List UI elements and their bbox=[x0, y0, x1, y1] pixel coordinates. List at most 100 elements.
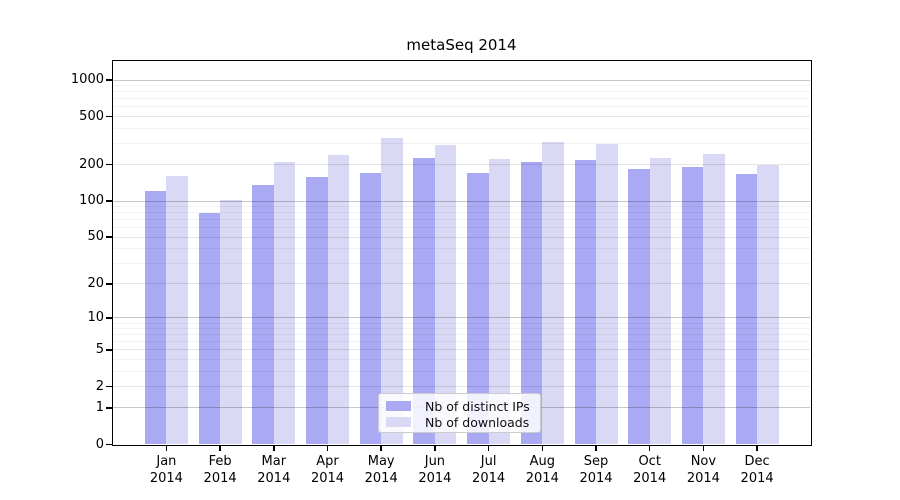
month-label: Aug bbox=[529, 453, 555, 469]
gridline bbox=[113, 164, 810, 166]
bar-distinct-ips bbox=[198, 212, 221, 445]
gridline bbox=[113, 370, 810, 372]
month-label: Jun bbox=[424, 453, 446, 469]
month-label: Jul bbox=[480, 453, 497, 469]
y-axis-tick bbox=[106, 443, 113, 446]
gridline bbox=[113, 116, 810, 118]
year-label: 2014 bbox=[525, 471, 559, 486]
x-axis-tick bbox=[487, 444, 490, 451]
year-label: 2014 bbox=[257, 471, 291, 486]
y-axis-tick-label: 2 bbox=[95, 378, 104, 394]
y-axis-tick bbox=[106, 236, 113, 238]
bar-distinct-ips bbox=[252, 184, 274, 445]
plot-area bbox=[113, 61, 810, 445]
bar-downloads bbox=[542, 141, 564, 445]
x-axis-tick bbox=[541, 444, 544, 451]
gridline bbox=[113, 79, 810, 81]
x-axis-tick bbox=[756, 444, 758, 451]
gridline bbox=[113, 328, 810, 330]
y-axis-tick-label: 0 bbox=[95, 436, 104, 452]
bar-distinct-ips bbox=[520, 162, 543, 445]
y-axis-tick-label: 200 bbox=[79, 156, 104, 172]
year-label: 2014 bbox=[579, 471, 613, 486]
legend-label-downloads: Nb of downloads bbox=[425, 414, 530, 430]
y-axis-tick bbox=[106, 407, 113, 409]
bar-distinct-ips bbox=[359, 172, 382, 445]
legend-swatch-distinct-ips bbox=[386, 401, 411, 411]
y-axis-tick-label: 100 bbox=[79, 193, 104, 208]
gridline bbox=[113, 359, 810, 361]
x-axis-tick-label: Aug 2014 bbox=[512, 453, 572, 488]
y-axis-tick bbox=[106, 200, 113, 202]
month-label: Dec bbox=[744, 453, 770, 469]
x-axis-tick bbox=[702, 444, 705, 451]
bar-distinct-ips bbox=[467, 172, 489, 445]
x-axis-tick-label: Jul 2014 bbox=[459, 453, 519, 488]
y-axis-tick-label: 1 bbox=[95, 399, 104, 415]
x-axis-tick bbox=[273, 444, 275, 451]
bar-distinct-ips bbox=[628, 169, 650, 445]
y-axis-tick bbox=[106, 317, 113, 319]
month-label: May bbox=[367, 453, 395, 469]
bar-distinct-ips bbox=[306, 176, 328, 445]
x-axis-tick-label: Jan 2014 bbox=[136, 453, 196, 488]
x-axis-tick-label: Feb 2014 bbox=[190, 453, 250, 488]
year-label: 2014 bbox=[633, 471, 667, 486]
gridline bbox=[113, 236, 810, 238]
bar-downloads bbox=[649, 158, 672, 445]
y-axis-tick bbox=[106, 79, 113, 81]
bar-downloads bbox=[327, 155, 349, 445]
gridline bbox=[113, 386, 810, 388]
gridline bbox=[113, 206, 810, 207]
gridline bbox=[113, 341, 810, 343]
legend-swatch-downloads bbox=[386, 417, 411, 427]
year-label: 2014 bbox=[686, 471, 720, 486]
month-label: Feb bbox=[208, 453, 232, 469]
y-axis-tick-label: 500 bbox=[79, 108, 104, 124]
gridline bbox=[113, 248, 810, 250]
x-axis-tick-label: Mar 2014 bbox=[244, 453, 304, 488]
x-axis-tick-label: Jun 2014 bbox=[405, 453, 465, 488]
gridline bbox=[113, 200, 810, 202]
y-axis-tick-label: 10 bbox=[87, 309, 104, 325]
legend: Nb of distinct IPs Nb of downloads bbox=[378, 393, 541, 433]
y-axis-tick bbox=[106, 115, 113, 118]
legend-label-distinct-ips: Nb of distinct IPs bbox=[425, 398, 530, 414]
x-axis-tick-label: Sep 2014 bbox=[566, 453, 626, 488]
x-axis-tick bbox=[165, 444, 168, 451]
gridline bbox=[113, 106, 810, 108]
bar-distinct-ips bbox=[574, 159, 596, 445]
year-label: 2014 bbox=[418, 471, 452, 486]
x-axis-tick bbox=[434, 444, 436, 451]
month-label: Oct bbox=[638, 453, 661, 469]
bar-downloads bbox=[703, 153, 725, 445]
x-axis-tick bbox=[648, 444, 651, 451]
year-label: 2014 bbox=[472, 471, 506, 486]
y-axis-tick bbox=[106, 163, 113, 166]
bar-distinct-ips bbox=[413, 158, 435, 445]
year-label: 2014 bbox=[149, 471, 183, 486]
x-axis-tick bbox=[219, 444, 221, 451]
year-label: 2014 bbox=[310, 471, 345, 486]
gridline bbox=[113, 283, 810, 285]
month-label: Apr bbox=[316, 453, 339, 469]
year-label: 2014 bbox=[203, 471, 237, 486]
gridline bbox=[113, 85, 810, 87]
month-label: Sep bbox=[583, 453, 609, 469]
gridline bbox=[113, 227, 810, 229]
year-label: 2014 bbox=[364, 471, 398, 486]
month-label: Jan bbox=[156, 453, 177, 469]
gridline bbox=[113, 349, 810, 351]
year-label: 2014 bbox=[740, 471, 774, 486]
bar-downloads bbox=[273, 161, 296, 445]
bar-distinct-ips bbox=[681, 166, 704, 445]
gridline bbox=[113, 219, 810, 221]
y-axis-tick-label: 50 bbox=[87, 229, 104, 245]
bar-downloads bbox=[596, 144, 618, 445]
x-axis-tick bbox=[326, 444, 329, 451]
gridline bbox=[113, 317, 810, 319]
bar-distinct-ips bbox=[735, 174, 758, 445]
x-axis-tick-label: May 2014 bbox=[351, 453, 411, 488]
x-axis-tick-label: Oct 2014 bbox=[620, 453, 680, 488]
bar-downloads bbox=[220, 199, 242, 445]
